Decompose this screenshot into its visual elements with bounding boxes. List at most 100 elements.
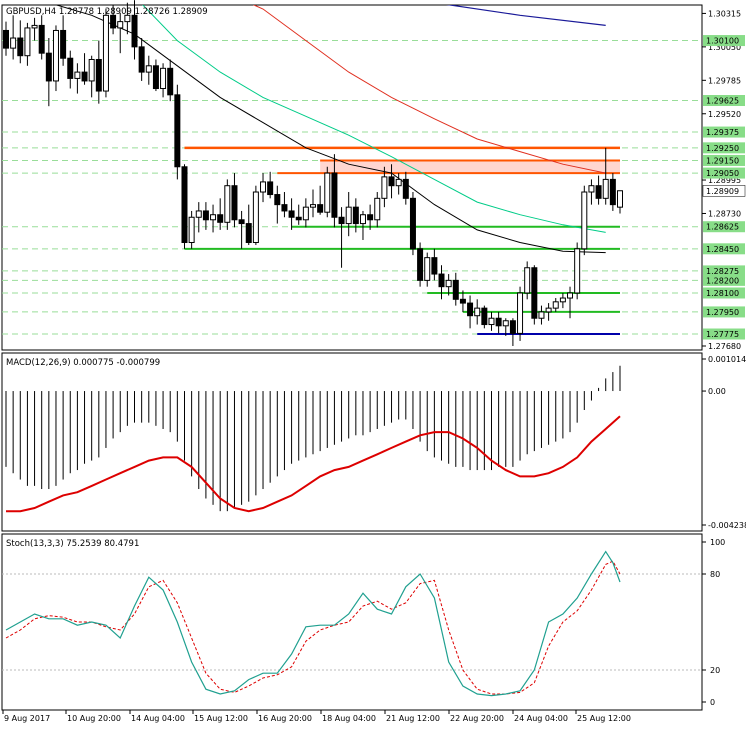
candle-bull[interactable] — [302, 206, 309, 221]
candle-bear[interactable] — [438, 273, 445, 288]
candle-bull[interactable] — [538, 311, 545, 319]
candle-bull[interactable] — [502, 320, 509, 327]
candle-bear[interactable] — [367, 214, 374, 221]
candle-bull[interactable] — [252, 191, 259, 244]
candle-bull[interactable] — [117, 21, 124, 29]
candle-bull[interactable] — [52, 29, 59, 82]
candle-bear[interactable] — [388, 176, 395, 187]
candle-bull[interactable] — [602, 178, 609, 199]
candle-bull[interactable] — [474, 307, 481, 317]
candle-bull[interactable] — [210, 214, 217, 221]
candle-bear[interactable] — [95, 58, 102, 92]
candle-bull[interactable] — [567, 292, 574, 299]
candle-bull[interactable] — [395, 178, 402, 187]
candle-bull[interactable] — [445, 279, 452, 288]
candle-bull[interactable] — [74, 71, 81, 79]
candle-bull[interactable] — [260, 181, 267, 193]
candle-bull[interactable] — [517, 292, 524, 334]
macd-panel[interactable]: MACD(12,26,9) 0.000775 -0.000799 0.001014… — [1, 352, 746, 532]
candle-bull[interactable] — [559, 297, 566, 303]
candle-bear[interactable] — [138, 46, 145, 73]
stoch-panel[interactable]: Stoch(13,3,3) 75.2539 80.4791 100 80 20 0 — [1, 533, 725, 711]
candle-bear[interactable] — [67, 57, 74, 79]
candle-bull[interactable] — [160, 67, 167, 90]
candle-bear[interactable] — [131, 14, 138, 48]
candle-bear[interactable] — [231, 185, 238, 221]
candle-bear[interactable] — [317, 204, 324, 213]
candle-bear[interactable] — [402, 178, 409, 199]
candle-bull[interactable] — [524, 267, 531, 294]
price-level-label: 1.29150 — [706, 156, 739, 165]
candle-bear[interactable] — [481, 307, 488, 326]
candle-bear[interactable] — [595, 185, 602, 199]
candle-bull[interactable] — [310, 204, 316, 208]
candle-bull[interactable] — [552, 301, 559, 309]
candle-bear[interactable] — [60, 29, 67, 59]
candle-bear[interactable] — [217, 214, 224, 223]
candle-bear[interactable] — [174, 94, 181, 168]
candle-bull[interactable] — [124, 14, 131, 23]
candle-bear[interactable] — [452, 279, 459, 300]
candle-bull[interactable] — [195, 210, 202, 218]
candle-bull[interactable] — [24, 27, 31, 57]
resistance-zone — [320, 160, 620, 174]
candle-bear[interactable] — [295, 216, 302, 221]
price-tick-label: 1.30050 — [708, 43, 741, 52]
candle-bull[interactable] — [545, 307, 552, 313]
candle-bull[interactable] — [188, 216, 195, 244]
candle-bear[interactable] — [409, 197, 416, 250]
candle-bull[interactable] — [581, 191, 588, 250]
candle-bear[interactable] — [459, 298, 466, 304]
candle-bull[interactable] — [359, 214, 366, 225]
ma-slow-blue-line — [445, 5, 606, 26]
candle-bull[interactable] — [424, 257, 431, 281]
candle-bear[interactable] — [609, 178, 616, 206]
candle-bear[interactable] — [281, 204, 288, 212]
candle-bull[interactable] — [31, 24, 38, 29]
candle-bear[interactable] — [152, 65, 159, 90]
candle-bear[interactable] — [495, 317, 502, 327]
candle-bull[interactable] — [345, 206, 352, 225]
candle-bull[interactable] — [574, 248, 581, 294]
candle-bull[interactable] — [224, 185, 231, 223]
candle-bull[interactable] — [488, 317, 495, 326]
candle-bear[interactable] — [202, 210, 209, 221]
candle-bear[interactable] — [274, 194, 281, 206]
candle-bear[interactable] — [167, 67, 174, 96]
price-tick-label: 1.29785 — [708, 76, 741, 85]
time-tick-label: 22 Aug 20:00 — [450, 714, 504, 723]
candle-bear[interactable] — [417, 248, 424, 281]
candle-bear[interactable] — [531, 267, 538, 319]
candle-bull[interactable] — [88, 58, 95, 82]
candle-bear[interactable] — [509, 320, 516, 334]
candle-bear[interactable] — [288, 210, 295, 218]
candle-bull[interactable] — [145, 65, 152, 73]
candle-bear[interactable] — [267, 181, 274, 196]
candle-bear[interactable] — [331, 172, 338, 218]
candle-bull[interactable] — [102, 14, 109, 92]
candle-bull[interactable] — [10, 37, 17, 49]
price-panel[interactable]: GBPUSD,H4 1.28778 1.28909 1.28726 1.2890… — [1, 0, 746, 351]
candle-bear[interactable] — [81, 71, 88, 82]
candle-bear[interactable] — [110, 14, 117, 29]
candle-bear[interactable] — [45, 52, 52, 82]
candle-bear[interactable] — [352, 206, 359, 225]
candle-bull[interactable] — [617, 190, 623, 208]
price-tick-label: 1.30315 — [708, 9, 741, 18]
candle-bull[interactable] — [588, 185, 595, 193]
candle-bull[interactable] — [324, 172, 331, 213]
candle-bear[interactable] — [245, 223, 252, 244]
candle-bear[interactable] — [431, 257, 438, 275]
price-header: GBPUSD,H4 1.28778 1.28909 1.28726 1.2890… — [6, 7, 208, 17]
candle-bull[interactable] — [381, 176, 388, 199]
candle-bull[interactable] — [374, 197, 381, 221]
candle-bear[interactable] — [3, 29, 9, 49]
candle-bear[interactable] — [467, 302, 474, 317]
candle-bear[interactable] — [38, 24, 45, 54]
macd-tick-label: 0.00 — [708, 387, 726, 396]
candle-bear[interactable] — [17, 37, 24, 57]
candle-bear[interactable] — [238, 219, 245, 225]
candle-bear[interactable] — [338, 216, 345, 225]
candle-bear[interactable] — [181, 166, 188, 244]
